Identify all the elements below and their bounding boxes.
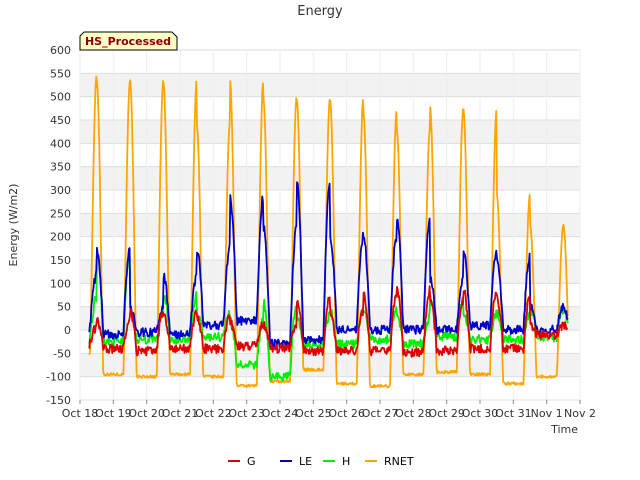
y-tick-label: 200	[50, 231, 71, 244]
y-tick-label: 600	[50, 44, 71, 57]
y-tick-label: 500	[50, 91, 71, 104]
x-tick-label: Oct 25	[295, 407, 332, 420]
grid-band	[80, 260, 580, 284]
y-tick-label: 300	[50, 184, 71, 197]
legend-label-g: G	[247, 455, 256, 468]
y-tick-label: 150	[50, 254, 71, 267]
x-tick-label: Oct 24	[262, 407, 299, 420]
y-tick-label: 250	[50, 207, 71, 220]
y-tick-label: 350	[50, 161, 71, 174]
processed-badge: HS_Processed	[79, 31, 178, 51]
x-tick-label: Nov 1	[531, 407, 563, 420]
x-tick-label: Oct 31	[495, 407, 532, 420]
series-line-g	[88, 285, 568, 358]
badge-label: HS_Processed	[85, 35, 171, 48]
y-axis-title: Energy (W/m2)	[7, 184, 20, 267]
y-tick-label: -100	[46, 371, 71, 384]
x-tick-label: Oct 22	[195, 407, 232, 420]
legend-label-rnet: RNET	[384, 455, 414, 468]
grid-band	[80, 73, 580, 97]
y-tick-label: 550	[50, 67, 71, 80]
badge-box	[79, 31, 178, 51]
x-tick-label: Oct 28	[395, 407, 432, 420]
y-tick-label: 450	[50, 114, 71, 127]
series-line-le	[88, 181, 569, 350]
legend: G LE H RNET	[228, 455, 414, 468]
x-tick-label: Oct 21	[162, 407, 199, 420]
grid-band	[80, 120, 580, 144]
y-tick-label: 400	[50, 137, 71, 150]
x-tick-label: Nov 2	[564, 407, 596, 420]
x-tick-label: Oct 19	[95, 407, 132, 420]
legend-label-h: H	[342, 455, 350, 468]
x-tick-label: Oct 30	[462, 407, 499, 420]
x-tick-label: Oct 27	[362, 407, 399, 420]
legend-label-le: LE	[299, 455, 312, 468]
y-tick-label: 100	[50, 277, 71, 290]
x-tick-label: Oct 23	[228, 407, 265, 420]
x-tick-label: Oct 18	[62, 407, 99, 420]
x-axis-title: Time	[550, 423, 578, 436]
chart-title: Energy	[297, 4, 343, 19]
y-tick-label: 50	[57, 301, 71, 314]
x-tick-label: Oct 26	[328, 407, 365, 420]
y-tick-label: -50	[53, 347, 71, 360]
y-tick-label: -150	[46, 394, 71, 407]
x-tick-label: Oct 29	[428, 407, 465, 420]
series-layer	[88, 75, 569, 389]
y-axis: -150 -100 -50 0 50 100 150 200 250 300 350 400 450 50…	[46, 44, 71, 407]
x-tick-label: Oct 20	[128, 407, 165, 420]
grid-band	[80, 166, 580, 190]
y-tick-label: 0	[64, 324, 71, 337]
grid-band	[80, 353, 580, 377]
